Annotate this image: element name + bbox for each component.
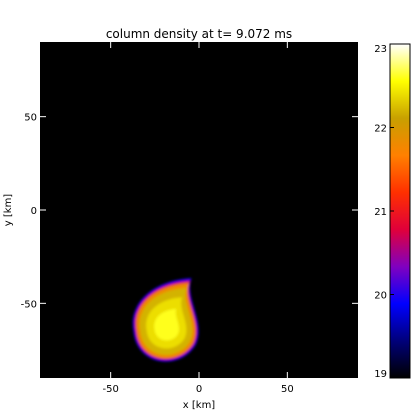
x-axis: -50 0 50: [102, 42, 294, 395]
colorbar-tick-label: 20: [374, 291, 387, 302]
plot-area: [40, 42, 358, 378]
y-axis: -50 0 50: [21, 113, 358, 310]
y-tick-label: -50: [21, 299, 37, 310]
colorbar-tick-label: 22: [374, 124, 387, 135]
colorbar-ticks: 19 20 21 22 23: [374, 43, 394, 380]
chart-title: column density at t= 9.072 ms: [106, 27, 292, 41]
density-features: [132, 278, 199, 362]
y-tick-label: 0: [31, 206, 37, 217]
x-tick-label: 50: [281, 384, 294, 395]
colorbar-tick-label: 21: [374, 207, 387, 218]
y-tick-label: 50: [24, 113, 37, 124]
blob-contours: [132, 278, 199, 362]
x-tick-label: 0: [196, 384, 202, 395]
blob-level-5: [154, 308, 180, 341]
y-axis-label: y [km]: [3, 194, 14, 227]
colorbar-tick-label: 19: [374, 369, 387, 380]
x-axis-label: x [km]: [183, 400, 216, 411]
x-tick-label: -50: [102, 384, 118, 395]
colorbar-tick-label: 23: [374, 44, 387, 55]
